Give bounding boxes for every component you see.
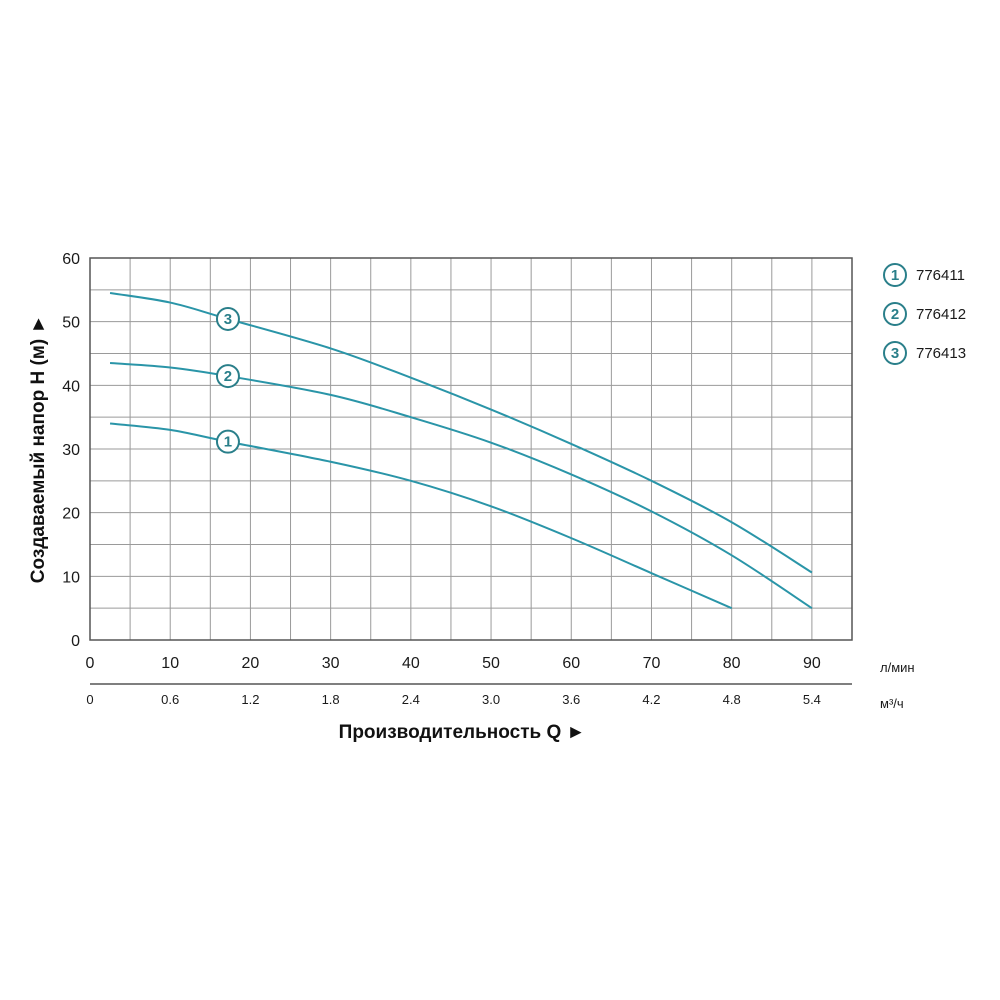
marker-number: 3 — [224, 311, 232, 328]
marker-number: 2 — [224, 368, 232, 385]
y-tick-label: 50 — [62, 315, 80, 332]
legend-marker-circle — [883, 302, 907, 326]
y-tick-label: 30 — [62, 442, 80, 459]
secondary-x-tick-labels: 0 0.6 1.2 1.8 2.4 3.0 3.6 4.2 4.8 5.4 — [86, 692, 821, 707]
x2-tick-label: 1.2 — [241, 692, 259, 707]
x2-tick-label: 2.4 — [402, 692, 420, 707]
x2-tick-label: 3.0 — [482, 692, 500, 707]
x-unit-secondary: м³/ч — [880, 696, 904, 711]
x2-tick-label: 4.2 — [642, 692, 660, 707]
x-axis-title: Производительность Q ► — [339, 722, 586, 743]
y-tick-label: 40 — [62, 378, 80, 395]
legend: 1 776411 2 776412 3 776413 — [883, 263, 966, 365]
x-tick-label: 0 — [86, 655, 95, 672]
marker-circle — [215, 429, 240, 454]
x-tick-label: 50 — [482, 655, 500, 672]
x-tick-label: 80 — [723, 655, 741, 672]
legend-item-3: 3 776413 — [883, 341, 966, 365]
legend-marker-number: 1 — [891, 267, 899, 284]
x2-tick-label: 3.6 — [562, 692, 580, 707]
x-tick-label: 20 — [242, 655, 260, 672]
x-tick-label: 30 — [322, 655, 340, 672]
performance-curves — [109, 292, 813, 610]
legend-item-1: 1 776411 — [883, 263, 965, 287]
chart-grid — [90, 258, 852, 640]
x-tick-label: 60 — [562, 655, 580, 672]
marker-number: 1 — [224, 434, 232, 451]
y-tick-label: 60 — [62, 251, 80, 268]
x-tick-label: 70 — [643, 655, 661, 672]
y-tick-label: 10 — [62, 569, 80, 586]
x2-tick-label: 4.8 — [723, 692, 741, 707]
curve-3 — [109, 292, 813, 574]
legend-marker-circle — [883, 341, 907, 365]
legend-marker-number: 3 — [891, 345, 899, 362]
curve-marker-2: 2 — [215, 364, 240, 389]
plot-frame — [89, 257, 853, 641]
marker-circle — [215, 306, 240, 331]
marker-circle — [215, 364, 240, 389]
y-tick-label: 0 — [71, 633, 80, 650]
x-tick-label: 10 — [161, 655, 179, 672]
curve-markers: 1 2 3 — [215, 306, 240, 454]
curve-marker-1: 1 — [215, 429, 240, 454]
legend-label: 776411 — [916, 267, 965, 284]
y-tick-label: 20 — [62, 506, 80, 523]
curve-marker-3: 3 — [215, 306, 240, 331]
x2-tick-label: 0.6 — [161, 692, 179, 707]
x2-tick-label: 0 — [86, 692, 93, 707]
x-tick-label: 90 — [803, 655, 821, 672]
y-axis-title: Создаваемый напор H (м) ► — [28, 315, 49, 584]
curve-1 — [109, 422, 733, 610]
legend-item-2: 2 776412 — [883, 302, 966, 326]
x2-tick-label: 1.8 — [322, 692, 340, 707]
legend-label: 776412 — [916, 306, 966, 323]
x-tick-label: 40 — [402, 655, 420, 672]
curve-2 — [109, 362, 813, 610]
y-tick-labels: 0 10 20 30 40 50 60 — [62, 251, 80, 650]
x-unit-primary: л/мин — [880, 660, 915, 675]
x-tick-labels: 0 10 20 30 40 50 60 70 80 90 — [86, 655, 821, 672]
legend-marker-circle — [883, 263, 907, 287]
legend-marker-number: 2 — [891, 306, 899, 323]
legend-label: 776413 — [916, 345, 966, 362]
x2-tick-label: 5.4 — [803, 692, 821, 707]
